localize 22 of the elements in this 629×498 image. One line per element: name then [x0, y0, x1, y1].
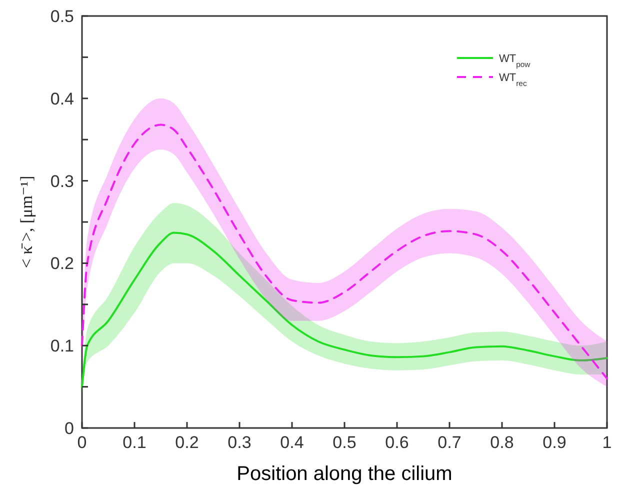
y-tick-label: 0.2: [50, 254, 74, 274]
y-tick-label: 0.5: [50, 6, 74, 26]
y-tick-label: 0.4: [50, 89, 74, 108]
x-tick-label: 0.4: [280, 433, 304, 452]
x-tick-label: 0.1: [122, 433, 146, 452]
x-tick-label: 0.5: [332, 433, 356, 452]
line-series: [81, 232, 608, 388]
x-tick-label: 0.2: [175, 433, 199, 452]
y-axis-title: < κ̄ >, [μm⁻¹]: [17, 176, 36, 268]
x-tick-label: 0: [77, 433, 87, 452]
x-axis-title: Position along the cilium: [236, 463, 452, 485]
legend-label: WT$_{pow}$: [499, 52, 531, 68]
x-tick-label: 0.6: [385, 433, 409, 452]
legend-label: WT$_{rec}$: [499, 72, 527, 88]
x-tick-label: 0.9: [542, 433, 566, 452]
x-tick-label: 0.7: [438, 433, 462, 452]
y-tick-label: 0.1: [50, 336, 74, 356]
y-tick-label: 0.3: [50, 172, 74, 191]
x-tick-label: 0.8: [490, 433, 514, 452]
y-tick-label: 0: [64, 418, 74, 438]
x-tick-label: 0.3: [228, 433, 252, 452]
x-tick-label: 1: [602, 433, 612, 452]
